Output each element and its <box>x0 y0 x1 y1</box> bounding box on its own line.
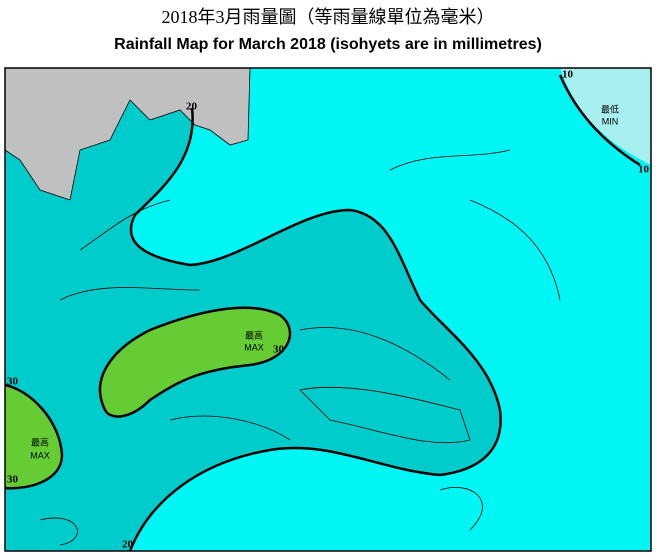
max-label-zh: 最高 <box>245 329 263 340</box>
max-region <box>100 307 290 417</box>
max-label-en: MAX <box>30 450 50 460</box>
mainland <box>4 67 251 201</box>
isohyet-label: 20 <box>122 539 134 551</box>
isohyet <box>558 74 641 167</box>
isohyet <box>128 107 502 552</box>
isohyet-label: 30 <box>273 344 285 356</box>
title-zh: 2018年3月雨量圖（等雨量線單位為毫米） <box>162 7 495 27</box>
min-region <box>560 68 651 165</box>
isohyet-label: 30 <box>7 474 19 486</box>
coastline <box>39 149 561 546</box>
isohyet-label: 20 <box>186 101 198 113</box>
isohyet-label: 30 <box>7 376 19 388</box>
max-label-en: MAX <box>244 342 264 352</box>
max-label-zh: 最高 <box>31 436 49 447</box>
map: 10 10 20 20 30 30 30 最高 MAX 最高 MAX 最低 MI… <box>4 67 652 552</box>
min-label-en: MIN <box>602 116 619 126</box>
max-region <box>5 385 62 489</box>
isohyet <box>98 306 292 418</box>
map-frame <box>4 67 652 552</box>
min-label-zh: 最低 <box>601 103 619 114</box>
title-en: Rainfall Map for March 2018 (isohyets ar… <box>114 36 542 53</box>
isohyet-label: 10 <box>562 69 574 81</box>
isohyet-label: 10 <box>638 164 650 176</box>
isohyet <box>4 383 64 490</box>
